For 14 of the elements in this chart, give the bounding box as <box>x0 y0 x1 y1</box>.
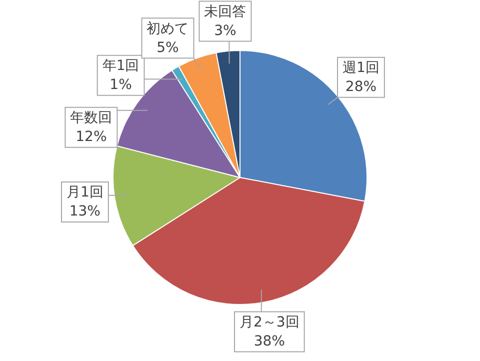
data-label: 12% <box>76 129 107 146</box>
data-label: 13% <box>69 204 100 220</box>
data-label: 3% <box>214 22 236 39</box>
data-label: 38% <box>254 333 285 350</box>
slice-label: 年1回 <box>102 58 140 74</box>
slice-label: 初めて <box>146 20 189 37</box>
slice-label: 月1回 <box>66 184 104 201</box>
data-label: 1% <box>110 76 132 93</box>
slice-label: 週1回 <box>342 60 380 76</box>
data-label: 28% <box>345 79 377 96</box>
data-label: 5% <box>156 40 179 56</box>
slice-label: 年数回 <box>70 110 112 126</box>
slice-label: 未回答 <box>204 4 246 20</box>
slice-label: 月2～3回 <box>240 314 300 330</box>
